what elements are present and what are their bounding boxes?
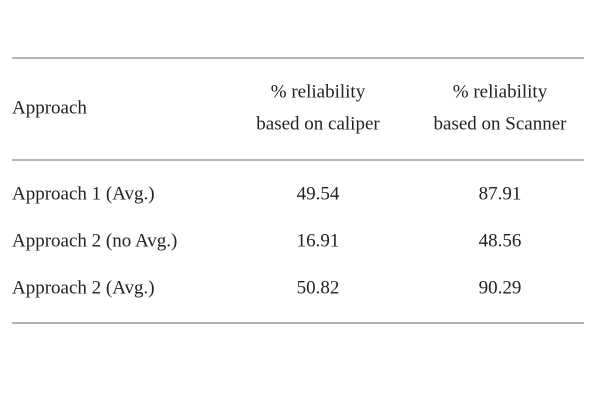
table-cell: 49.54 [297, 183, 340, 204]
table-cell: 90.29 [479, 277, 522, 298]
table-cell: 48.56 [479, 230, 522, 251]
table-cell: Approach 2 (no Avg.) [12, 230, 177, 251]
table-cell: 16.91 [297, 230, 340, 251]
table-cell: Approach 1 (Avg.) [12, 183, 155, 204]
header-cell: based on Scanner [434, 113, 568, 134]
table-cell: Approach 2 (Avg.) [12, 277, 155, 298]
header-cell: % reliability [271, 81, 366, 102]
header-cell: based on caliper [256, 113, 380, 134]
table-cell: 87.91 [479, 183, 522, 204]
header-cell: Approach [12, 97, 87, 118]
header-cell: % reliability [453, 81, 548, 102]
table-cell: 50.82 [297, 277, 340, 298]
